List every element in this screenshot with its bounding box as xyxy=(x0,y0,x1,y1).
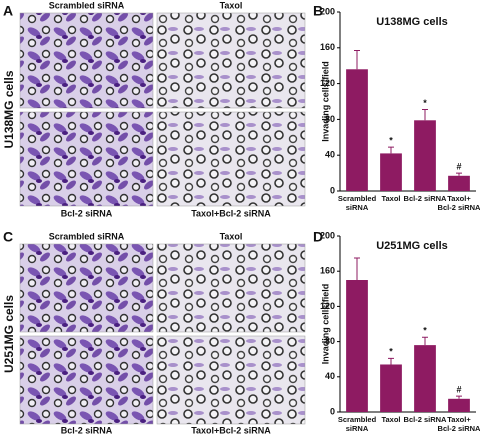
y-tick-label: 120 xyxy=(320,78,335,88)
micrograph xyxy=(19,111,154,207)
bar xyxy=(448,398,470,412)
bar xyxy=(346,69,368,191)
significance-mark: # xyxy=(456,161,461,171)
y-tick-label: 160 xyxy=(320,266,335,276)
micrograph xyxy=(156,335,306,425)
x-tick-label: Bcl-2 siRNA xyxy=(404,194,448,203)
micrograph xyxy=(19,335,154,425)
bar xyxy=(380,153,402,191)
chart-title: U251MG cells xyxy=(376,240,448,252)
significance-mark: * xyxy=(389,136,393,146)
x-tick-label: Taxol xyxy=(381,415,400,424)
micrograph xyxy=(19,243,154,333)
error-bar xyxy=(388,146,394,154)
panel-label: B xyxy=(313,3,323,19)
chart-title: U138MG cells xyxy=(376,16,448,28)
micrograph xyxy=(156,111,306,207)
y-axis-label: Invading cells/field xyxy=(320,284,330,365)
x-tick-label: Bcl-2 siRNA xyxy=(404,415,448,424)
panel-label: A xyxy=(3,3,13,19)
y-axis-label: Invading cells/field xyxy=(320,61,330,142)
micrograph xyxy=(156,243,306,333)
error-bar xyxy=(456,172,462,176)
y-tick-label: 200 xyxy=(320,6,335,16)
x-tick-label: Scrambled siRNA xyxy=(338,415,377,433)
y-tick-label: 40 xyxy=(325,371,335,381)
error-bar xyxy=(422,336,428,346)
panel-label: C xyxy=(3,229,13,245)
bar xyxy=(414,345,436,412)
error-bar xyxy=(354,257,360,280)
error-bar xyxy=(456,395,462,399)
y-tick-label: 80 xyxy=(325,114,335,124)
x-tick-label: Taxol+ Bcl-2 siRNA xyxy=(438,194,480,212)
error-bar xyxy=(354,49,360,70)
significance-mark: * xyxy=(389,347,393,357)
side-label: U138MG cells xyxy=(2,70,16,148)
significance-mark: * xyxy=(423,326,427,336)
x-tick-label: Taxol xyxy=(381,194,400,203)
y-tick-label: 80 xyxy=(325,336,335,346)
image-label: Bcl-2 siRNA xyxy=(61,425,113,435)
significance-mark: # xyxy=(456,385,461,395)
image-label: Taxol+Bcl-2 siRNA xyxy=(191,425,271,435)
error-bar xyxy=(388,357,394,365)
image-label: Taxol xyxy=(220,231,243,241)
image-label: Taxol xyxy=(220,0,243,10)
y-tick-label: 160 xyxy=(320,42,335,52)
significance-mark: * xyxy=(423,98,427,108)
image-label: Bcl-2 siRNA xyxy=(61,208,113,218)
y-tick-label: 40 xyxy=(325,150,335,160)
y-tick-label: 120 xyxy=(320,301,335,311)
error-bar xyxy=(422,109,428,121)
y-tick-label: 0 xyxy=(330,406,335,416)
panel-label: D xyxy=(313,229,323,245)
x-tick-label: Scrambled siRNA xyxy=(338,194,377,212)
micrograph xyxy=(156,12,306,109)
bar xyxy=(448,175,470,191)
bar xyxy=(380,364,402,412)
bar xyxy=(414,120,436,191)
bar xyxy=(346,280,368,412)
x-tick-label: Taxol+ Bcl-2 siRNA xyxy=(438,415,480,433)
y-tick-label: 0 xyxy=(330,185,335,195)
side-label: U251MG cells xyxy=(2,295,16,373)
image-label: Taxol+Bcl-2 siRNA xyxy=(191,208,271,218)
micrograph xyxy=(19,12,154,109)
image-label: Scrambled siRNA xyxy=(49,0,125,10)
y-tick-label: 200 xyxy=(320,230,335,240)
image-label: Scrambled siRNA xyxy=(49,231,125,241)
